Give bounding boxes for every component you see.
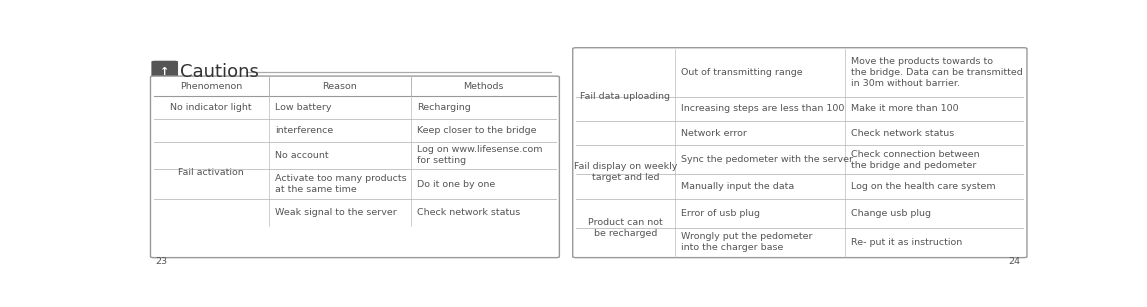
Text: Check network status: Check network status bbox=[851, 129, 954, 138]
Text: Move the products towards to
the bridge. Data can be transmitted
in 30m without : Move the products towards to the bridge.… bbox=[851, 57, 1022, 88]
Text: No indicator light: No indicator light bbox=[171, 103, 252, 112]
Text: Product can not
be recharged: Product can not be recharged bbox=[588, 218, 663, 238]
Text: No account: No account bbox=[275, 151, 328, 160]
Text: Sync the pedometer with the server: Sync the pedometer with the server bbox=[681, 155, 853, 164]
Text: Recharging: Recharging bbox=[418, 103, 471, 112]
Text: Network error: Network error bbox=[681, 129, 747, 138]
Text: Manually input the data: Manually input the data bbox=[681, 182, 794, 191]
Text: Low battery: Low battery bbox=[275, 103, 331, 112]
Text: Check network status: Check network status bbox=[418, 208, 521, 217]
Text: Wrongly put the pedometer
into the charger base: Wrongly put the pedometer into the charg… bbox=[681, 232, 812, 252]
Text: Change usb plug: Change usb plug bbox=[851, 209, 930, 218]
Text: 24: 24 bbox=[1008, 257, 1021, 266]
FancyBboxPatch shape bbox=[572, 48, 1027, 258]
Text: Check connection between
the bridge and pedometer: Check connection between the bridge and … bbox=[851, 150, 980, 170]
Text: 23: 23 bbox=[155, 257, 167, 266]
Text: Log on the health care system: Log on the health care system bbox=[851, 182, 996, 191]
FancyBboxPatch shape bbox=[150, 76, 560, 258]
Text: Increasing steps are less than 100: Increasing steps are less than 100 bbox=[681, 104, 844, 113]
Text: Weak signal to the server: Weak signal to the server bbox=[275, 208, 397, 217]
Text: Error of usb plug: Error of usb plug bbox=[681, 209, 759, 218]
Text: Phenomenon: Phenomenon bbox=[180, 82, 242, 91]
Text: Activate too many products
at the same time: Activate too many products at the same t… bbox=[275, 174, 406, 194]
Text: Make it more than 100: Make it more than 100 bbox=[851, 104, 959, 113]
Text: ↑: ↑ bbox=[161, 67, 170, 77]
Text: Reason: Reason bbox=[322, 82, 357, 91]
Text: Re- put it as instruction: Re- put it as instruction bbox=[851, 238, 962, 247]
Text: Methods: Methods bbox=[463, 82, 504, 91]
Text: Fail data uploading: Fail data uploading bbox=[580, 92, 671, 102]
Text: Cautions: Cautions bbox=[180, 63, 259, 81]
FancyBboxPatch shape bbox=[151, 61, 178, 83]
Text: Log on www.lifesense.com
for setting: Log on www.lifesense.com for setting bbox=[418, 145, 543, 165]
Text: Keep closer to the bridge: Keep closer to the bridge bbox=[418, 126, 537, 135]
Text: Fail display on weekly
target and led: Fail display on weekly target and led bbox=[574, 162, 677, 182]
Text: Out of transmitting range: Out of transmitting range bbox=[681, 68, 803, 77]
Text: interference: interference bbox=[275, 126, 333, 135]
Text: Fail activation: Fail activation bbox=[179, 168, 244, 177]
Text: Do it one by one: Do it one by one bbox=[418, 180, 496, 188]
